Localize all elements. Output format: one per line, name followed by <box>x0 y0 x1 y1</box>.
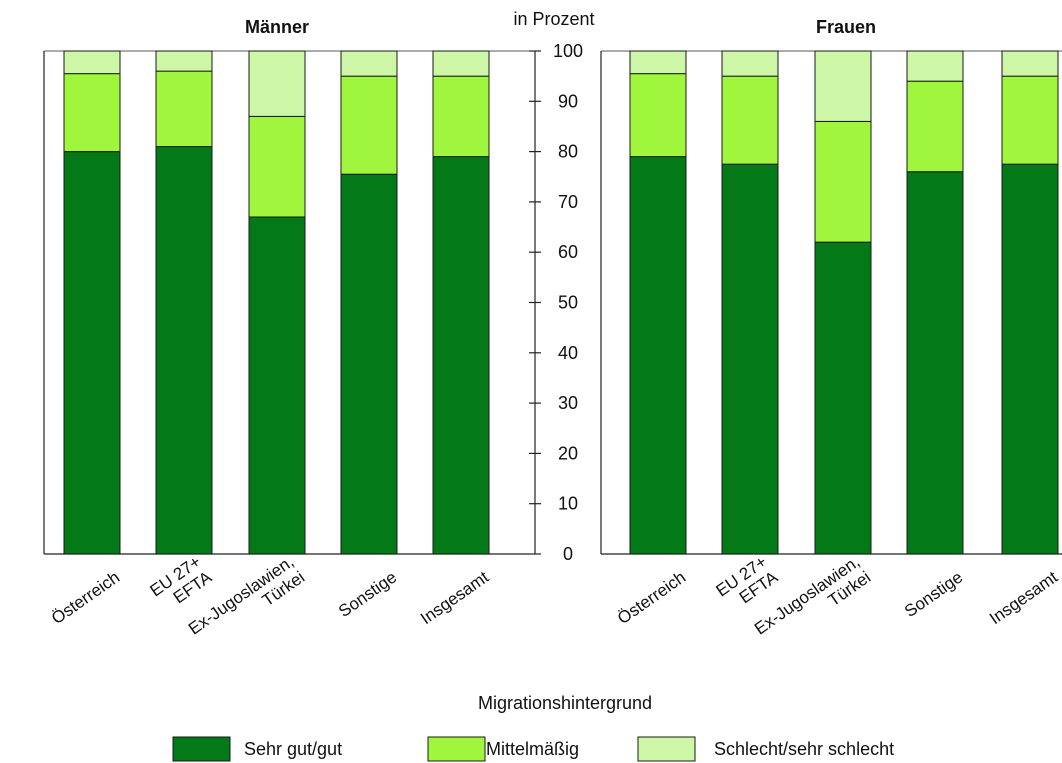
y-tick-label: 50 <box>558 293 578 313</box>
y-tick-label: 80 <box>558 142 578 162</box>
bar-segment-1-4-2 <box>1001 50 1059 77</box>
category-label-0-1: EU 27+EFTA <box>147 552 216 616</box>
category-label-0-0: Österreich <box>48 568 123 629</box>
category-label-1-4: Insgesamt <box>986 567 1061 628</box>
bar-segment-0-0-1 <box>63 73 121 153</box>
panel-1 <box>600 50 1062 555</box>
category-label-1-1: EU 27+EFTA <box>713 552 782 616</box>
category-label-1-3: Sonstige <box>901 568 966 622</box>
bar-segment-0-2-0 <box>248 216 306 555</box>
bar-segment-0-1-1 <box>155 70 213 148</box>
bar-segment-1-0-1 <box>629 73 687 158</box>
y-axis-label: in Prozent <box>513 9 594 29</box>
panel-title-frauen: Frauen <box>816 17 876 37</box>
panels <box>43 50 1062 555</box>
bar-segment-0-0-2 <box>63 50 121 75</box>
category-labels: Österreich EU 27+EFTAEx-Jugoslawien,Türke… <box>48 552 1061 639</box>
y-tick-label: 60 <box>558 242 578 262</box>
category-label-line: Österreich <box>48 568 123 629</box>
bar-segment-1-3-1 <box>906 80 964 173</box>
category-label-line: Sonstige <box>335 568 400 622</box>
y-tick-label: 10 <box>558 494 578 514</box>
bar-segment-0-1-2 <box>155 50 213 72</box>
category-label-0-3: Sonstige <box>335 568 400 622</box>
bar-segment-0-4-0 <box>432 156 490 555</box>
category-label-line: Österreich <box>614 568 689 629</box>
y-tick-label: 30 <box>558 393 578 413</box>
bar-segment-1-3-2 <box>906 50 964 82</box>
bar-segment-1-3-0 <box>906 171 964 555</box>
bar-segment-0-4-1 <box>432 75 490 158</box>
bar-segment-0-2-1 <box>248 115 306 218</box>
category-label-0-4: Insgesamt <box>417 567 492 628</box>
y-tick-label: 20 <box>558 443 578 463</box>
category-label-line: Insgesamt <box>986 567 1061 628</box>
y-tick-label: 40 <box>558 343 578 363</box>
legend-swatch-0 <box>172 736 231 762</box>
y-axis: 0 10 20 30 40 50 60 70 80 90 100 <box>529 41 583 564</box>
panel-0 <box>43 50 529 555</box>
bar-segment-1-2-2 <box>814 50 872 122</box>
bar-segment-0-0-0 <box>63 151 121 555</box>
bar-segment-0-3-2 <box>340 50 398 77</box>
legend-swatch-1 <box>427 736 486 762</box>
y-tick-label: 90 <box>558 91 578 111</box>
legend-label-1: Mittelmäßig <box>486 739 579 759</box>
category-label-1-0: Österreich <box>614 568 689 629</box>
category-label-line: Insgesamt <box>417 567 492 628</box>
bar-segment-1-1-1 <box>721 75 779 165</box>
bar-segment-0-3-0 <box>340 173 398 555</box>
bar-segment-1-1-0 <box>721 163 779 555</box>
bar-segment-1-0-2 <box>629 50 687 75</box>
panel-title-maenner: Männer <box>245 17 309 37</box>
bar-segment-1-4-1 <box>1001 75 1059 165</box>
legend-label-2: Schlecht/sehr schlecht <box>714 739 894 759</box>
y-tick-label: 70 <box>558 192 578 212</box>
bar-segment-1-1-2 <box>721 50 779 77</box>
bar-segment-0-4-2 <box>432 50 490 77</box>
legend: Sehr gut/gut Mittelmäßig Schlecht/sehr sch… <box>172 736 894 762</box>
bar-segment-1-4-0 <box>1001 163 1059 555</box>
legend-swatch-2 <box>637 736 696 762</box>
y-tick-label: 100 <box>553 41 583 61</box>
legend-label-0: Sehr gut/gut <box>244 739 342 759</box>
x-axis-label: Migrationshintergrund <box>478 693 652 713</box>
bar-segment-0-2-2 <box>248 50 306 117</box>
bar-segment-1-0-0 <box>629 156 687 555</box>
bar-segment-1-2-1 <box>814 120 872 243</box>
bar-segment-0-3-1 <box>340 75 398 175</box>
bar-segment-0-1-0 <box>155 146 213 555</box>
bar-segment-1-2-0 <box>814 241 872 555</box>
category-label-line: Sonstige <box>901 568 966 622</box>
y-tick-label: 0 <box>563 544 573 564</box>
